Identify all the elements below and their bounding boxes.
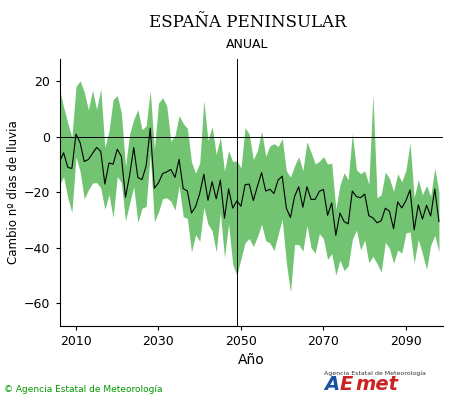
Text: E: E (340, 375, 353, 394)
Text: © Agencia Estatal de Meteorología: © Agencia Estatal de Meteorología (4, 385, 163, 394)
Text: A: A (324, 375, 339, 394)
Text: Agencia Estatal de Meteorología: Agencia Estatal de Meteorología (324, 371, 426, 376)
Text: ESPAÑA PENINSULAR: ESPAÑA PENINSULAR (149, 14, 346, 31)
Text: met: met (356, 375, 399, 394)
Text: ANUAL: ANUAL (226, 38, 269, 51)
Y-axis label: Cambio nº días de lluvia: Cambio nº días de lluvia (7, 120, 20, 264)
X-axis label: Año: Año (238, 353, 265, 367)
